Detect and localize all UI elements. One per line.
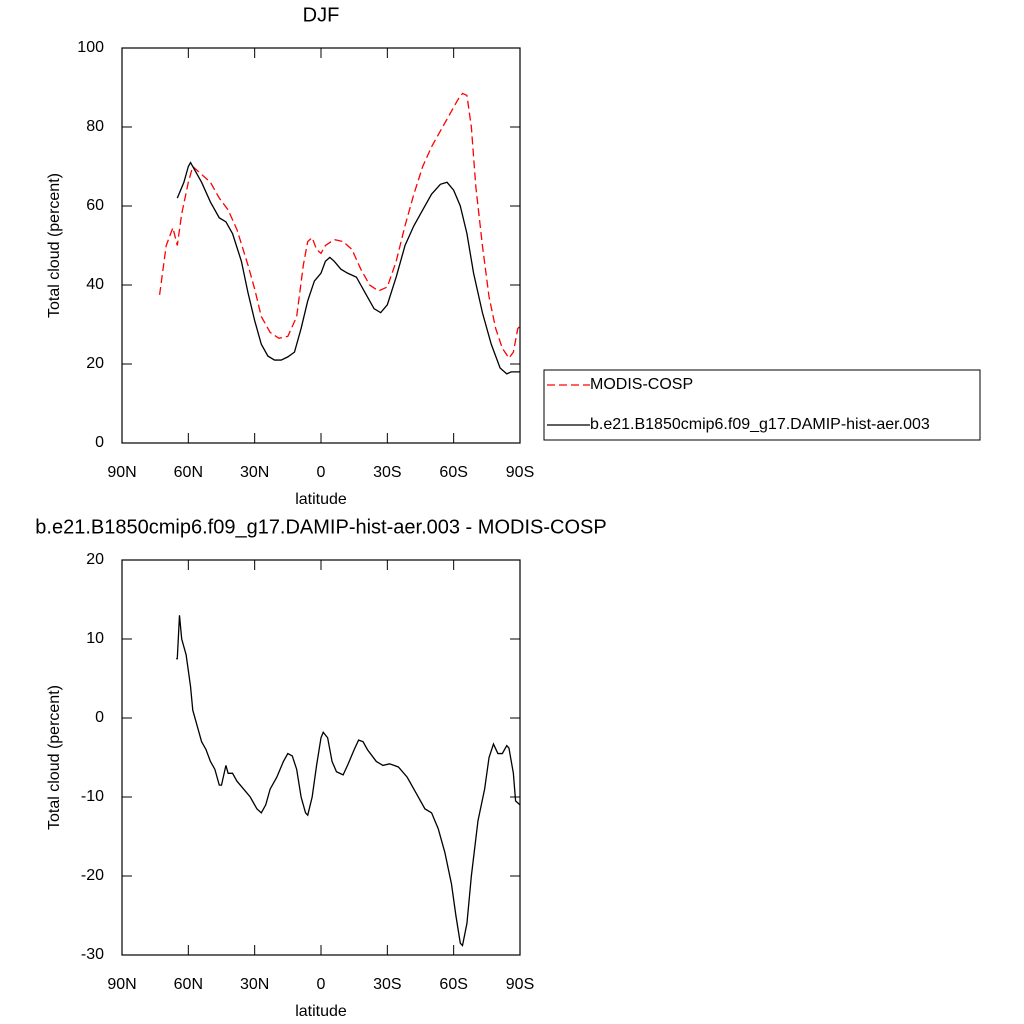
x-tick-label: 30S [373, 976, 401, 993]
x-tick-label: 30N [240, 976, 269, 993]
y-tick-label: 20 [86, 551, 104, 568]
y-tick-label: -10 [81, 788, 104, 805]
x-tick-label: 0 [317, 464, 326, 481]
x-tick-label: 0 [317, 976, 326, 993]
legend-box [543, 369, 981, 441]
plot-frame [121, 559, 521, 956]
y-tick-label: 10 [86, 630, 104, 647]
y-tick-label: -30 [81, 946, 104, 963]
x-tick-label: 30N [240, 464, 269, 481]
y-tick-label: -20 [81, 867, 104, 884]
x-tick-label: 90N [107, 976, 136, 993]
data-line [176, 615, 521, 947]
data-line [158, 92, 521, 360]
y-axis-label: Total cloud (percent) [46, 173, 63, 318]
legend-label: b.e21.B1850cmip6.f09_g17.DAMIP-hist-aer.… [590, 416, 930, 433]
chart-title: DJF [303, 4, 340, 26]
y-tick-label: 40 [86, 276, 104, 293]
chart-title: b.e21.B1850cmip6.f09_g17.DAMIP-hist-aer.… [35, 516, 606, 538]
legend-label: MODIS-COSP [590, 376, 693, 393]
x-tick-label: 60S [439, 464, 467, 481]
data-line [176, 161, 520, 375]
x-tick-label: 60N [174, 464, 203, 481]
x-tick-label: 90N [107, 464, 136, 481]
x-tick-label: 60N [174, 976, 203, 993]
x-tick-label: 60S [439, 976, 467, 993]
y-tick-label: 0 [95, 434, 104, 451]
x-tick-label: 90S [506, 464, 534, 481]
y-tick-label: 20 [86, 355, 104, 372]
x-tick-label: 90S [506, 976, 534, 993]
y-tick-label: 100 [77, 39, 104, 56]
y-tick-label: 60 [86, 197, 104, 214]
y-axis-label: Total cloud (percent) [46, 685, 63, 830]
y-tick-label: 80 [86, 118, 104, 135]
x-axis-label: latitude [295, 491, 347, 508]
x-axis-label: latitude [295, 1003, 347, 1020]
y-tick-label: 0 [95, 709, 104, 726]
plot-frame [121, 47, 521, 444]
x-tick-label: 30S [373, 464, 401, 481]
